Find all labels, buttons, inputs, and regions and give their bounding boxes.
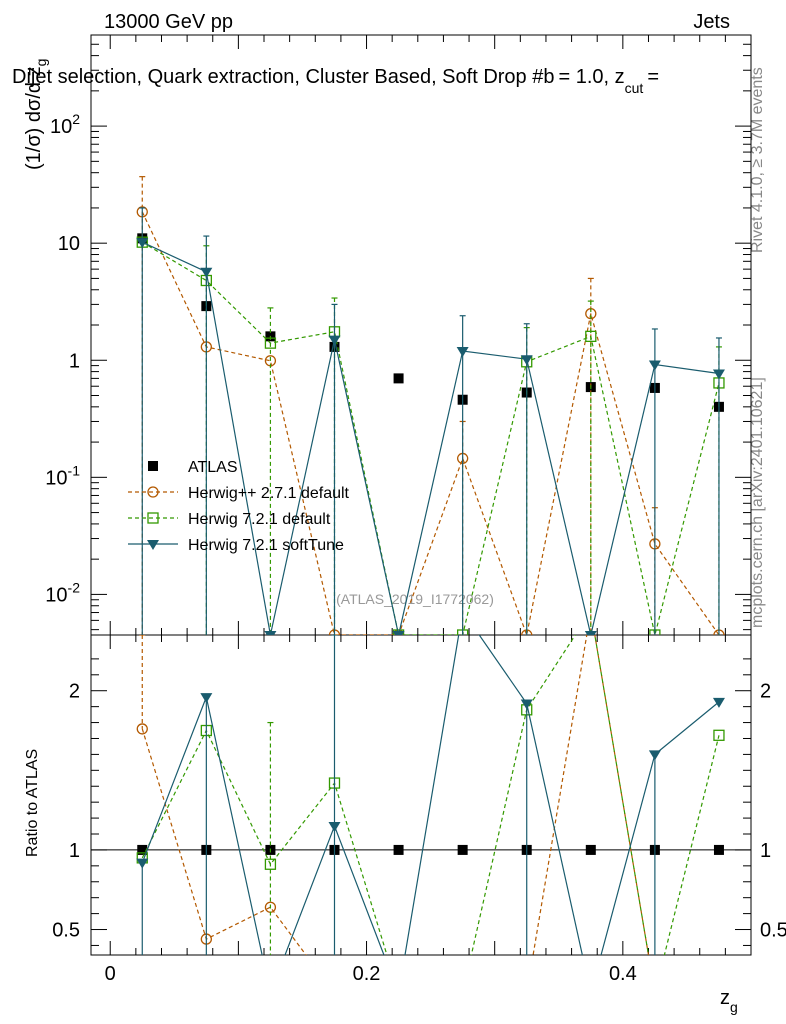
energy-label: 13000 GeV pp xyxy=(104,11,233,33)
ratio-y-tick-label-left: 0.5 xyxy=(52,920,80,942)
data-point xyxy=(136,858,149,869)
data-point xyxy=(136,723,148,735)
ratio-y-tick-label-right: 2 xyxy=(760,681,771,703)
legend-label: Herwig 7.2.1 default xyxy=(188,511,331,528)
data-point xyxy=(393,373,404,384)
data-point xyxy=(520,699,533,710)
data-point xyxy=(392,631,405,635)
analysis-watermark: (ATLAS_2019_I1772062) xyxy=(336,591,494,607)
data-point xyxy=(264,631,277,635)
data-point xyxy=(585,989,597,999)
main-y-tick-label: 1 xyxy=(69,350,80,372)
legend-marker xyxy=(147,540,159,550)
data-point xyxy=(264,989,276,999)
main-y-tick-label: 10 xyxy=(58,233,80,255)
data-point xyxy=(520,355,533,366)
main-y-tick-label: 102 xyxy=(50,111,80,138)
jets-label: Jets xyxy=(693,11,730,33)
data-point xyxy=(393,989,405,999)
ratio-y-tick-label-right: 1 xyxy=(760,840,771,862)
main-ylabel: (1/σ) dσ/d zg xyxy=(23,59,49,170)
data-point xyxy=(264,337,277,349)
data-point xyxy=(136,238,149,249)
data-point xyxy=(712,697,725,708)
data-point xyxy=(394,988,404,998)
data-point xyxy=(328,335,341,346)
data-point xyxy=(458,988,468,998)
data-point xyxy=(200,693,213,704)
rivet-label: Rivet 4.1.0, ≥ 3.7M events xyxy=(749,67,766,253)
ratio-ylabel: Ratio to ATLAS xyxy=(24,749,41,857)
ratio-frame xyxy=(90,634,752,956)
legend-label: Herwig 7.2.1 softTune xyxy=(188,537,344,554)
data-point xyxy=(650,988,660,998)
data-point xyxy=(264,858,277,870)
series-line xyxy=(141,635,650,955)
x-tick-label: 0.2 xyxy=(353,963,381,985)
data-point xyxy=(713,729,725,741)
data-point xyxy=(458,988,468,998)
ratio-y-tick-label-left: 1 xyxy=(69,840,80,862)
data-point xyxy=(392,629,405,635)
main-y-tick-label: 10-2 xyxy=(45,579,80,606)
data-point xyxy=(137,844,148,855)
legend: ATLAS Herwig++ 2.7.1 default Herwig 7.2.1 … xyxy=(128,459,350,554)
data-point xyxy=(713,844,724,855)
data-point xyxy=(328,822,341,833)
ratio-y-tick-label-right: 0.5 xyxy=(760,920,786,942)
data-point xyxy=(650,988,660,998)
data-point xyxy=(456,346,469,357)
data-point xyxy=(584,631,597,635)
selection-label: Dijet selection, Quark extraction, Clust… xyxy=(12,66,659,96)
data-point xyxy=(648,750,661,761)
data-point xyxy=(522,988,532,998)
data-point xyxy=(585,844,596,855)
x-tick-label: 0 xyxy=(105,963,116,985)
data-point xyxy=(393,844,404,855)
data-point xyxy=(457,844,468,855)
series-line xyxy=(141,211,720,635)
data-point xyxy=(200,267,213,278)
ratio-y-tick-label-left: 2 xyxy=(69,681,80,703)
legend-marker xyxy=(147,512,159,524)
series-line xyxy=(142,241,720,635)
legend-label: Herwig++ 2.7.1 default xyxy=(188,485,350,502)
series-line xyxy=(141,635,720,955)
legend-label: ATLAS xyxy=(188,459,238,476)
data-point xyxy=(585,330,597,343)
legend-marker xyxy=(148,461,158,471)
legend-marker xyxy=(147,486,159,498)
xlabel: zg xyxy=(720,987,738,1015)
x-tick-label: 0.4 xyxy=(609,963,637,985)
data-point xyxy=(394,988,404,998)
mcplots-label: mcplots.cern.ch [arXiv:2401.10621] xyxy=(749,377,766,628)
data-point xyxy=(648,360,661,371)
main-y-tick-label: 10-1 xyxy=(45,462,80,489)
series-line xyxy=(141,241,720,635)
data-point xyxy=(712,369,725,380)
data-point xyxy=(329,988,339,998)
